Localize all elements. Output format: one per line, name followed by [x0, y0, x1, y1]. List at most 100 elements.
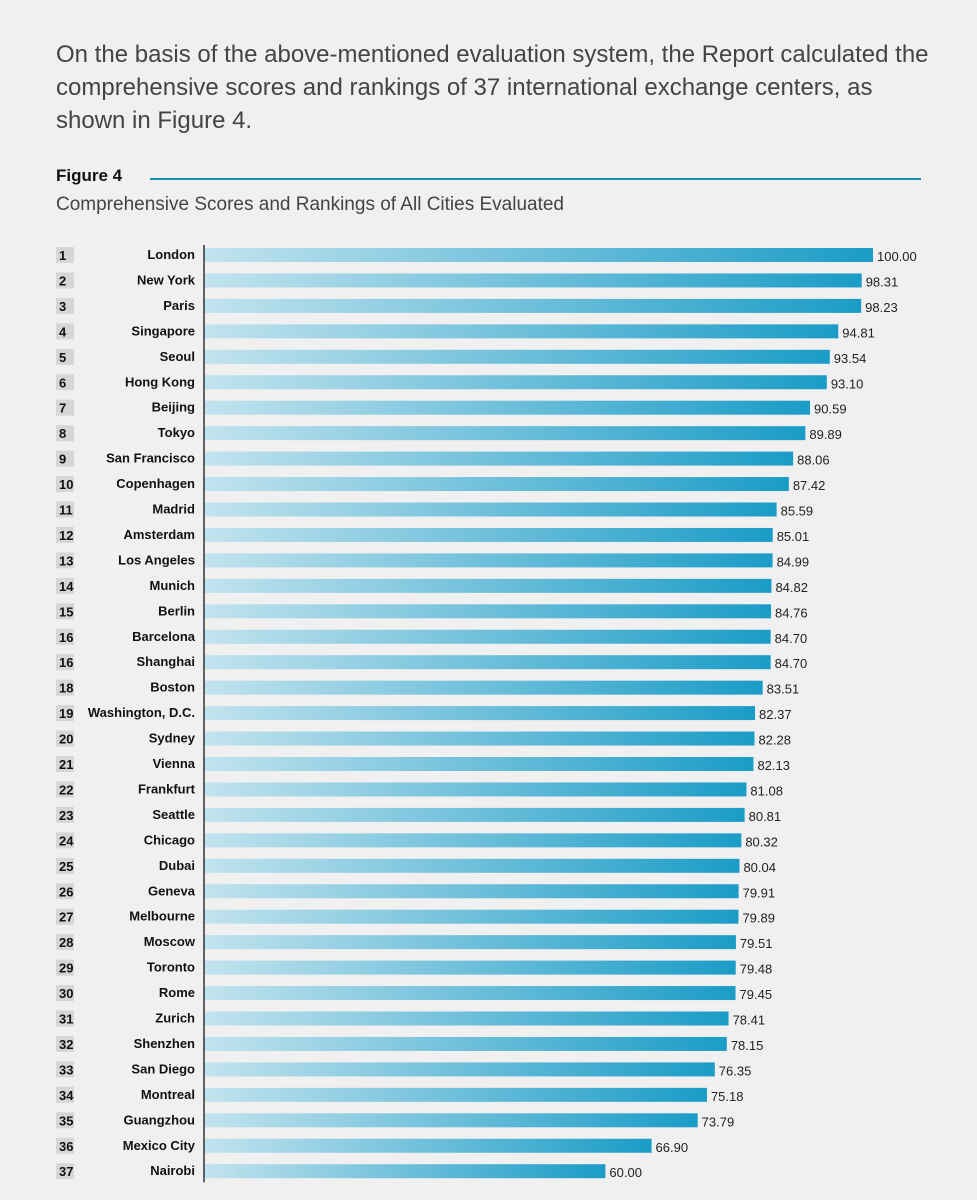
- city-label: Vienna: [153, 756, 196, 771]
- chart-row: 12 Amsterdam 85.01: [56, 526, 809, 544]
- score-bar: [204, 349, 830, 364]
- rank-box: [56, 985, 74, 1002]
- score-bar: [204, 986, 736, 1001]
- rank-number: 24: [59, 833, 74, 848]
- score-value-label: 100.00: [877, 249, 917, 264]
- chart-row: 29 Toronto 79.48: [56, 959, 773, 977]
- city-label: Barcelona: [132, 629, 196, 644]
- score-value-label: 79.45: [740, 987, 773, 1002]
- score-bar: [204, 833, 742, 848]
- chart-row: 35 Guangzhou 73.79: [56, 1112, 734, 1129]
- city-label: Dubai: [159, 858, 195, 873]
- city-label: Seattle: [152, 807, 195, 822]
- score-value-label: 84.99: [777, 554, 810, 569]
- rank-box: [56, 501, 74, 518]
- city-label: Chicago: [144, 832, 195, 847]
- rank-number: 34: [59, 1088, 74, 1103]
- rank-number: 33: [59, 1062, 73, 1077]
- rank-box: [56, 908, 74, 925]
- chart-row: 33 San Diego 76.35: [56, 1061, 751, 1078]
- rank-box: [56, 1010, 74, 1027]
- rank-number: 10: [59, 477, 73, 492]
- rank-box: [56, 959, 74, 976]
- rank-number: 26: [59, 884, 73, 899]
- rank-box: [56, 603, 74, 620]
- chart-row: 1 London 100.00: [56, 247, 917, 264]
- chart-row: 4 Singapore 94.81: [56, 323, 875, 340]
- score-bar: [204, 1011, 729, 1026]
- rank-box: [56, 1112, 74, 1129]
- score-value-label: 80.04: [743, 860, 776, 875]
- rank-number: 5: [59, 350, 66, 365]
- rank-box: [56, 425, 74, 442]
- chart-row: 16 Barcelona 84.70: [56, 628, 807, 646]
- rank-box: [56, 247, 74, 263]
- rank-box: [56, 577, 74, 594]
- rank-box: [56, 679, 74, 696]
- city-label: Sydney: [149, 731, 196, 746]
- score-value-label: 79.89: [742, 911, 775, 926]
- rank-box: [56, 934, 74, 951]
- score-value-label: 82.28: [758, 733, 791, 748]
- figure-label: Figure 4: [56, 166, 123, 185]
- rank-box: [56, 781, 74, 798]
- rank-number: 2: [59, 273, 66, 288]
- score-value-label: 79.48: [740, 962, 773, 977]
- rank-box: [56, 1137, 74, 1154]
- score-value-label: 90.59: [814, 402, 847, 417]
- score-bar: [204, 1113, 698, 1128]
- rank-number: 19: [59, 706, 73, 721]
- score-value-label: 76.35: [719, 1063, 752, 1078]
- chart-row: 3 Paris 98.23: [56, 297, 898, 315]
- city-label: Shenzhen: [134, 1036, 195, 1051]
- rank-number: 29: [59, 961, 73, 976]
- score-bar: [204, 858, 740, 873]
- chart-row: 19 Washington, D.C. 82.37: [56, 705, 792, 722]
- score-value-label: 84.76: [775, 605, 808, 620]
- city-label: Tokyo: [158, 425, 195, 440]
- chart-row: 9 San Francisco 88.06: [56, 450, 830, 468]
- score-value-label: 75.18: [711, 1089, 744, 1104]
- city-label: Guangzhou: [124, 1112, 196, 1127]
- chart-row: 22 Frankfurt 81.08: [56, 781, 783, 798]
- rank-number: 21: [59, 757, 73, 772]
- rank-number: 31: [59, 1012, 73, 1027]
- city-label: Nairobi: [150, 1163, 195, 1178]
- chart-row: 21 Vienna 82.13: [56, 756, 790, 773]
- score-value-label: 66.90: [656, 1140, 689, 1155]
- score-value-label: 93.54: [834, 351, 867, 366]
- score-value-label: 98.23: [865, 300, 898, 315]
- chart-row: 6 Hong Kong 93.10: [56, 374, 863, 391]
- rank-box: [56, 1163, 74, 1180]
- score-bar: [204, 578, 772, 593]
- chart-row: 28 Moscow 79.51: [56, 934, 772, 951]
- city-label: Mexico City: [123, 1138, 196, 1153]
- score-bar: [204, 248, 873, 262]
- score-bar: [204, 1164, 606, 1179]
- score-value-label: 81.08: [750, 783, 783, 798]
- score-bar: [204, 400, 811, 415]
- score-value-label: 94.81: [842, 325, 875, 340]
- rank-box: [56, 374, 74, 391]
- score-bar: [204, 273, 862, 288]
- chart-row: 24 Chicago 80.32: [56, 832, 778, 849]
- chart-row: 11 Madrid 85.59: [56, 501, 813, 519]
- score-value-label: 87.42: [793, 478, 826, 493]
- rank-box: [56, 450, 74, 467]
- score-bar: [204, 680, 763, 695]
- city-label: Zurich: [155, 1011, 195, 1026]
- rank-box: [56, 552, 74, 569]
- city-label: Los Angeles: [118, 552, 195, 567]
- rank-number: 11: [59, 503, 73, 518]
- score-value-label: 80.81: [749, 809, 782, 824]
- score-bar: [204, 553, 773, 568]
- city-label: Boston: [150, 680, 195, 695]
- city-label: Montreal: [141, 1087, 195, 1102]
- rank-box: [56, 857, 74, 874]
- chart-row: 23 Seattle 80.81: [56, 806, 782, 824]
- chart-row: 36 Mexico City 66.90: [56, 1137, 689, 1155]
- chart-row: 14 Munich 84.82: [56, 577, 808, 595]
- rank-box: [56, 756, 74, 772]
- rank-number: 20: [59, 732, 73, 747]
